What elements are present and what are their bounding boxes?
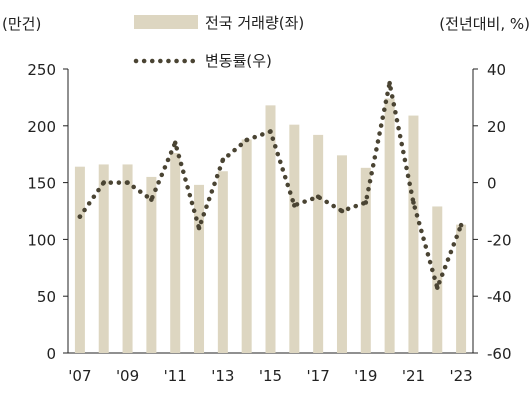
left-axis-unit: (만건) xyxy=(2,15,41,33)
bar xyxy=(432,206,443,353)
bar xyxy=(170,153,181,353)
left-tick-label: 200 xyxy=(27,118,56,136)
bar xyxy=(456,224,467,353)
line-point xyxy=(434,285,440,290)
line-point xyxy=(292,203,297,208)
right-tick-label: 0 xyxy=(487,175,497,193)
line-point xyxy=(458,222,464,228)
bar xyxy=(265,105,276,354)
bar xyxy=(336,155,347,353)
line-point xyxy=(172,140,178,146)
right-tick-label: 40 xyxy=(487,61,506,79)
x-tick-label: '11 xyxy=(164,367,187,385)
bar xyxy=(360,167,371,353)
x-tick-label: '15 xyxy=(259,367,282,385)
left-tick-label: 100 xyxy=(27,231,56,249)
line-point xyxy=(244,137,249,143)
bar xyxy=(313,134,324,353)
bar xyxy=(408,115,419,354)
bar xyxy=(122,164,133,353)
right-axis-ticks: -60 -40 -20 0 20 40 xyxy=(473,61,512,363)
x-axis-ticks: '07 '09 '11 '13 '15 '17 '19 '21 '23 xyxy=(68,367,472,385)
bar xyxy=(384,98,395,353)
right-tick-label: 20 xyxy=(487,118,506,136)
bar xyxy=(146,176,157,353)
line-point xyxy=(77,214,83,219)
bar xyxy=(289,124,300,353)
line-point xyxy=(387,80,392,86)
x-tick-label: '23 xyxy=(449,367,472,385)
right-tick-label: -60 xyxy=(487,345,512,363)
line-series xyxy=(77,80,464,295)
x-tick-label: '19 xyxy=(354,367,377,385)
legend-line-label: 변동률(우) xyxy=(205,52,272,70)
line-point xyxy=(196,225,202,231)
line-point xyxy=(149,197,154,202)
line-point xyxy=(411,200,416,205)
right-axis-unit: (전년대비, %) xyxy=(439,15,530,33)
legend-bar-swatch xyxy=(134,15,198,29)
bar xyxy=(241,139,252,353)
bar xyxy=(98,164,109,353)
x-tick-label: '13 xyxy=(211,367,234,385)
line-point xyxy=(363,200,369,205)
left-tick-label: 0 xyxy=(46,345,56,363)
right-tick-label: -40 xyxy=(487,288,512,306)
x-tick-label: '09 xyxy=(116,367,139,385)
line-point xyxy=(125,180,130,185)
bar xyxy=(194,184,205,353)
x-tick-label: '17 xyxy=(307,367,330,385)
legend: 전국 거래량(좌) 변동률(우) xyxy=(133,14,304,70)
left-tick-label: 50 xyxy=(37,288,56,306)
x-tick-label: '07 xyxy=(68,367,91,385)
legend-bar-label: 전국 거래량(좌) xyxy=(205,14,304,32)
bar-series xyxy=(74,98,467,354)
line-point xyxy=(339,208,345,214)
left-tick-label: 250 xyxy=(27,61,56,79)
left-axis-ticks: 0 50 100 150 200 250 xyxy=(27,61,68,363)
left-tick-label: 150 xyxy=(27,175,56,193)
x-tick-label: '21 xyxy=(402,367,425,385)
bar xyxy=(74,166,85,353)
line-point xyxy=(268,129,273,134)
bar xyxy=(217,171,228,353)
line-point xyxy=(220,157,226,163)
line-point xyxy=(315,194,321,200)
right-tick-label: -20 xyxy=(487,231,512,249)
line-point xyxy=(101,180,107,185)
